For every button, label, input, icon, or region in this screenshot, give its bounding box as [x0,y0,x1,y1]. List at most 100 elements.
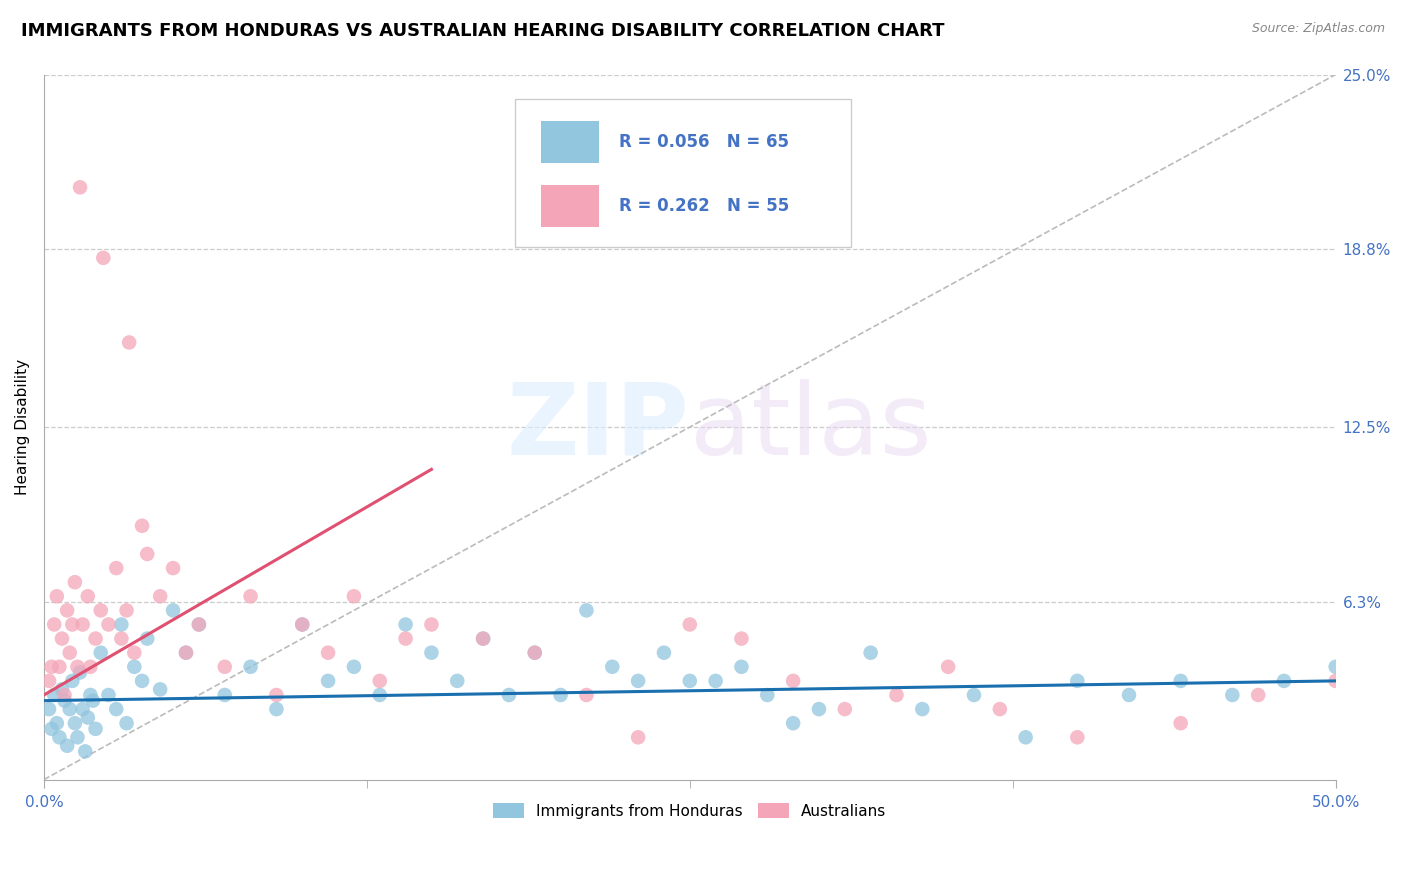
Point [53,688,76,702]
Point [79,660,101,674]
Point [266,702,288,716]
Point [420,617,443,632]
Point [90,646,112,660]
Point [446,673,468,688]
Point [316,646,339,660]
Point [38,702,60,716]
Point [704,673,727,688]
Text: R = 0.056   N = 65: R = 0.056 N = 65 [619,133,789,152]
Point [91,251,114,265]
Point [110,617,132,632]
Point [782,716,804,731]
Point [41,722,63,736]
Point [600,660,623,674]
Point [75,744,97,758]
Point [174,646,197,660]
Point [834,702,856,716]
Point [782,673,804,688]
Point [66,660,89,674]
Point [936,660,959,674]
Point [44,688,66,702]
Point [69,180,91,194]
Point [118,335,141,350]
Point [56,739,79,753]
Point [51,632,73,646]
Point [131,518,153,533]
FancyBboxPatch shape [516,99,851,247]
Point [45,589,67,603]
Point [627,731,650,745]
Point [911,702,934,716]
Point [291,617,314,632]
Text: R = 0.262   N = 55: R = 0.262 N = 55 [619,196,789,215]
Point [963,688,986,702]
Point [72,702,94,716]
Point [115,603,138,617]
Point [1324,660,1347,674]
Text: ZIP: ZIP [508,378,690,475]
Point [48,731,70,745]
Point [1170,716,1192,731]
Point [1118,688,1140,702]
Point [76,589,98,603]
Point [652,646,675,660]
Point [162,561,184,575]
Point [59,646,82,660]
Point [1324,673,1347,688]
Point [291,617,314,632]
Point [627,673,650,688]
Point [239,589,262,603]
Point [394,617,416,632]
Point [90,603,112,617]
Point [174,646,197,660]
Point [82,693,104,707]
Text: atlas: atlas [690,378,931,475]
Point [343,660,366,674]
Point [550,688,572,702]
Text: IMMIGRANTS FROM HONDURAS VS AUSTRALIAN HEARING DISABILITY CORRELATION CHART: IMMIGRANTS FROM HONDURAS VS AUSTRALIAN H… [21,22,945,40]
Point [105,702,128,716]
Point [84,722,107,736]
Point [66,731,89,745]
Point [124,646,146,660]
Point [53,693,76,707]
Point [1170,673,1192,688]
Point [131,673,153,688]
Point [756,688,779,702]
Point [60,673,83,688]
Point [110,632,132,646]
Point [63,575,86,590]
Point [149,682,172,697]
Point [214,660,236,674]
Point [343,589,366,603]
Point [214,688,236,702]
Point [730,660,752,674]
Point [124,660,146,674]
Point [41,660,63,674]
Point [807,702,830,716]
Point [368,688,391,702]
Point [420,646,443,660]
Point [97,617,120,632]
Point [394,632,416,646]
Point [472,632,495,646]
Point [239,660,262,674]
Y-axis label: Hearing Disability: Hearing Disability [15,359,30,495]
Point [162,603,184,617]
Point [56,603,79,617]
Point [44,617,66,632]
Point [72,617,94,632]
Point [38,673,60,688]
Point [84,632,107,646]
Bar [541,121,599,163]
Point [575,603,598,617]
Point [105,561,128,575]
Point [316,673,339,688]
Point [63,716,86,731]
Legend: Immigrants from Honduras, Australians: Immigrants from Honduras, Australians [488,797,893,825]
Point [730,632,752,646]
Point [1066,673,1088,688]
Point [187,617,209,632]
Point [988,702,1011,716]
Point [76,710,98,724]
